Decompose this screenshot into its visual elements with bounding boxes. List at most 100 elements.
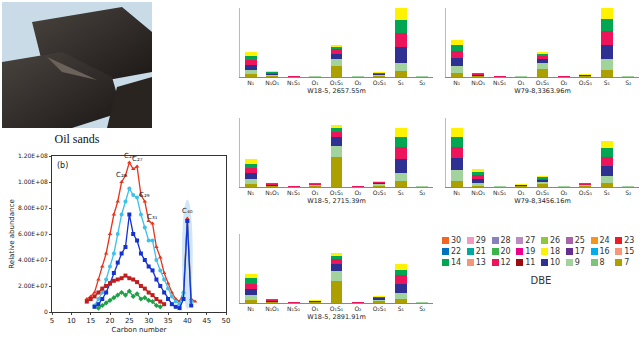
svg-text:S₁: S₁ [398,79,405,86]
svg-text:1.00E+08: 1.00E+08 [18,178,48,185]
html-text:13: 13 [475,258,486,267]
svg-text:N₁S₁: N₁S₁ [287,189,301,196]
svg-text:O₁: O₁ [311,305,319,312]
html-text:12: 12 [500,258,511,267]
svg-text:5: 5 [50,317,54,325]
svg-text:8.00E+07: 8.00E+07 [18,204,48,211]
svg-text:N₁S₁: N₁S₁ [493,189,507,196]
svg-text:C₄₀: C₄₀ [182,207,193,215]
html-text:14: 14 [451,258,462,267]
html-text:11: 11 [525,258,536,267]
svg-text:O₂S₁: O₂S₁ [373,79,387,86]
svg-text:Carbon number: Carbon number [112,326,167,334]
svg-text:O₂S₁: O₂S₁ [579,79,593,86]
svg-text:N₁O₁: N₁O₁ [265,79,280,86]
svg-text:O₁S₁: O₁S₁ [330,79,344,86]
svg-text:S₁: S₁ [398,189,405,196]
svg-text:O₂: O₂ [354,305,362,312]
svg-text:O₂S₁: O₂S₁ [579,189,593,196]
svg-text:O₂: O₂ [560,79,568,86]
svg-text:N₁O₁: N₁O₁ [471,79,486,86]
svg-text:45: 45 [202,317,211,325]
svg-text:S₁: S₁ [398,305,405,312]
html-text:30: 30 [451,236,462,245]
svg-text:N₁S₁: N₁S₁ [287,305,301,312]
svg-text:O₁: O₁ [311,189,319,196]
svg-text:1.20E+08: 1.20E+08 [18,152,48,159]
svg-text:O₂: O₂ [560,189,568,196]
svg-text:N₁: N₁ [453,79,460,86]
svg-text:N₁: N₁ [453,189,460,196]
svg-text:S₂: S₂ [625,79,632,86]
html-text:23: 23 [624,236,635,245]
svg-text:N₁S₁: N₁S₁ [287,79,301,86]
html-text:9: 9 [574,258,580,267]
svg-text:50: 50 [222,317,231,325]
svg-text:15: 15 [86,317,95,325]
html-text:10: 10 [550,258,561,267]
html-text:DBE: DBE [530,275,552,286]
svg-text:2.00E+07: 2.00E+07 [18,282,48,289]
svg-text:S₁: S₁ [604,79,611,86]
svg-text:35: 35 [164,317,173,325]
html-text:15: 15 [624,247,635,256]
html-text:17: 17 [574,247,585,256]
html-text:16: 16 [599,247,610,256]
svg-text:N₁S₁: N₁S₁ [493,79,507,86]
svg-text:W79-8,3456.16m: W79-8,3456.16m [514,197,570,205]
svg-text:O₁S₁: O₁S₁ [536,189,550,196]
svg-text:O₁: O₁ [517,189,525,196]
svg-text:25: 25 [125,317,134,325]
svg-text:C₃₁: C₃₁ [147,213,158,221]
svg-text:S₂: S₂ [625,189,632,196]
html-text:26: 26 [550,236,561,245]
svg-text:S₂: S₂ [419,305,426,312]
svg-text:10: 10 [67,317,76,325]
svg-text:40: 40 [183,317,192,325]
svg-text:O₂S₁: O₂S₁ [373,189,387,196]
svg-text:S₂: S₂ [419,189,426,196]
svg-text:S₂: S₂ [419,79,426,86]
svg-text:O₁S₁: O₁S₁ [330,305,344,312]
svg-text:N₁: N₁ [247,189,254,196]
svg-text:O₁S₁: O₁S₁ [536,79,550,86]
html-text:24: 24 [599,236,610,245]
svg-text:30: 30 [144,317,153,325]
svg-text:W18-5, 2891.91m: W18-5, 2891.91m [307,313,366,321]
html-text:19: 19 [525,247,536,256]
svg-text:S₁: S₁ [604,189,611,196]
svg-text:N₁: N₁ [247,305,254,312]
html-text:21: 21 [475,247,486,256]
svg-text:Relative abundance: Relative abundance [8,199,16,268]
svg-text:20: 20 [106,317,115,325]
svg-text:N₁: N₁ [247,79,254,86]
html-text:20: 20 [500,247,511,256]
html-text:22: 22 [451,247,462,256]
svg-text:6.00E+07: 6.00E+07 [18,230,48,237]
svg-text:O₁S₁: O₁S₁ [330,189,344,196]
svg-text:N₁O₁: N₁O₁ [265,305,280,312]
svg-text:C₂₇: C₂₇ [132,155,143,163]
svg-text:O₂: O₂ [354,79,362,86]
html-text:28: 28 [500,236,511,245]
html-text:27: 27 [525,236,536,245]
svg-text:W18-5, 2657.55m: W18-5, 2657.55m [307,87,366,95]
html-text:18: 18 [550,247,561,256]
svg-text:4.00E+07: 4.00E+07 [18,256,48,263]
svg-text:C₂₉: C₂₉ [139,191,150,199]
svg-text:C₂₃: C₂₃ [116,171,127,179]
svg-text:O₂S₁: O₂S₁ [373,305,387,312]
html-text:Oil sands: Oil sands [54,132,100,146]
svg-text:W79-8,3363.96m: W79-8,3363.96m [514,87,570,95]
svg-text:C₂₅: C₂₅ [124,152,135,160]
svg-text:0: 0 [44,308,48,315]
svg-text:W18-5, 2715.39m: W18-5, 2715.39m [307,197,366,205]
html-text:29: 29 [475,236,486,245]
svg-text:(b): (b) [57,161,68,170]
svg-text:O₁: O₁ [517,79,525,86]
svg-text:N₁O₁: N₁O₁ [265,189,280,196]
svg-text:O₁: O₁ [311,79,319,86]
svg-text:O₂: O₂ [354,189,362,196]
svg-text:N₁O₁: N₁O₁ [471,189,486,196]
html-text:25: 25 [574,236,585,245]
